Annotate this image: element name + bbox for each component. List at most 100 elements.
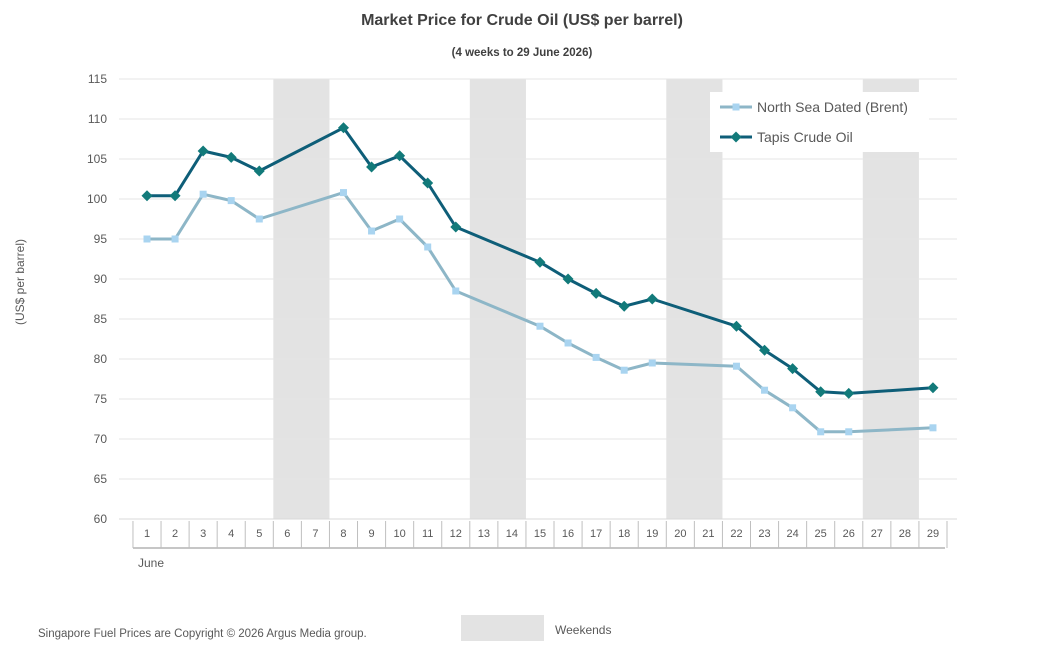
x-tick-label: 23 [758, 528, 770, 540]
x-tick-label: 26 [843, 528, 855, 540]
data-point [199, 190, 207, 198]
x-tick-label: 22 [730, 528, 742, 540]
chart-subtitle: (4 weeks to 29 June 2026) [451, 47, 593, 59]
data-point [197, 145, 209, 157]
data-point [590, 287, 602, 299]
y-axis-label: (US$ per barrel) [13, 239, 27, 325]
series-line [147, 191, 934, 434]
x-tick-label: 17 [590, 528, 602, 540]
data-point [927, 382, 939, 394]
x-tick-label: 13 [478, 528, 490, 540]
legend-label: North Sea Dated (Brent) [757, 99, 908, 115]
x-tick-label: 2 [172, 528, 178, 540]
legend-box [710, 92, 929, 152]
weekend-band [666, 79, 723, 519]
data-point [648, 359, 656, 367]
x-tick-label: 4 [228, 528, 234, 540]
x-tick-label: 11 [422, 528, 433, 540]
data-point [169, 190, 181, 202]
data-point [815, 386, 827, 398]
y-tick-label: 75 [94, 392, 108, 406]
series-lines [141, 122, 939, 436]
data-point [394, 150, 406, 162]
weekend-bands [273, 79, 919, 519]
data-point [141, 190, 153, 202]
y-tick-label: 115 [88, 72, 107, 86]
x-tick-label: 29 [927, 528, 939, 540]
weekends-legend-swatch [461, 615, 544, 641]
y-tick-label: 65 [94, 472, 108, 486]
legend-label: Tapis Crude Oil [757, 129, 853, 145]
gridlines [119, 78, 957, 480]
x-tick-label: 25 [815, 528, 827, 540]
copyright-notice: Singapore Fuel Prices are Copyright © 20… [38, 628, 367, 640]
x-tick-label: 9 [368, 528, 374, 540]
data-point [929, 424, 937, 432]
weekend-band [469, 79, 526, 519]
x-tick-label: 27 [871, 528, 883, 540]
data-point [452, 287, 460, 295]
data-point [787, 363, 799, 375]
data-point [366, 161, 378, 173]
data-point [339, 189, 347, 197]
weekends-legend-label: Weekends [555, 623, 612, 637]
y-tick-label: 95 [94, 232, 108, 246]
x-tick-label: 7 [312, 528, 318, 540]
x-tick-label: 15 [534, 528, 546, 540]
weekend-band [273, 79, 330, 519]
x-tick-label: 10 [394, 528, 406, 540]
x-tick-label: 24 [786, 528, 798, 540]
data-point [732, 362, 740, 370]
data-point [562, 273, 574, 285]
data-point [592, 353, 600, 361]
x-tick-label: 1 [144, 528, 150, 540]
data-point [171, 235, 179, 243]
y-tick-label: 70 [94, 432, 108, 446]
x-tick-label: 28 [899, 528, 911, 540]
x-tick-label: 20 [674, 528, 686, 540]
data-point [646, 293, 658, 305]
x-tick-label: 18 [618, 528, 630, 540]
chart-title: Market Price for Crude Oil (US$ per barr… [361, 12, 683, 29]
x-axis-month-label: June [138, 556, 164, 570]
x-tick-label: 19 [646, 528, 658, 540]
y-tick-label: 90 [94, 272, 108, 286]
x-tick-label: 3 [200, 528, 206, 540]
y-tick-label: 80 [94, 352, 108, 366]
data-point [730, 320, 742, 332]
data-point [225, 151, 237, 163]
y-tick-label: 60 [94, 512, 108, 526]
x-tick-label: 12 [450, 528, 462, 540]
data-point [143, 235, 151, 243]
data-point [227, 197, 235, 205]
data-point [817, 428, 825, 436]
data-point [253, 165, 265, 177]
data-point [843, 387, 855, 399]
data-point [759, 344, 771, 356]
data-point [845, 428, 853, 436]
data-point [422, 177, 434, 189]
data-point [536, 322, 544, 330]
data-point [618, 300, 630, 312]
data-point [789, 404, 797, 412]
data-point [368, 227, 376, 235]
x-tick-label: 14 [506, 528, 518, 540]
series [141, 122, 939, 399]
data-point [255, 215, 263, 223]
y-tick-label: 105 [87, 152, 107, 166]
data-point [534, 256, 546, 268]
legend: North Sea Dated (Brent) Tapis Crude Oil [710, 92, 929, 152]
x-tick-label: 8 [340, 528, 346, 540]
legend-marker [732, 103, 740, 111]
x-tick-label: 6 [284, 528, 290, 540]
y-tick-label: 110 [88, 112, 107, 126]
y-tick-label: 85 [94, 312, 108, 326]
data-point [337, 122, 349, 134]
data-point [564, 339, 572, 347]
series [143, 189, 937, 436]
data-point [620, 366, 628, 374]
x-tick-label: 21 [702, 528, 714, 540]
weekend-band [862, 79, 919, 519]
